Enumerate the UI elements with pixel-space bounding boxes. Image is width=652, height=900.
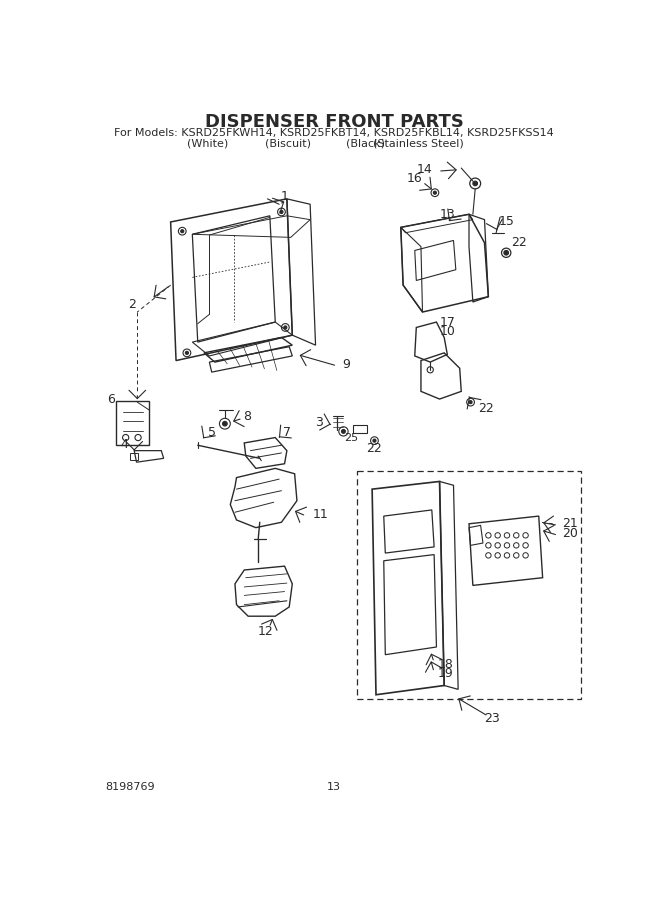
Circle shape: [280, 211, 283, 213]
Text: 12: 12: [258, 626, 274, 638]
Text: 16: 16: [407, 172, 422, 185]
Text: DISPENSER FRONT PARTS: DISPENSER FRONT PARTS: [205, 112, 464, 130]
Text: 10: 10: [439, 325, 455, 338]
Text: (Black): (Black): [346, 139, 385, 148]
Text: 21: 21: [562, 518, 578, 530]
Text: 13: 13: [439, 208, 455, 220]
Circle shape: [284, 326, 287, 329]
Text: 17: 17: [439, 316, 455, 328]
Text: 1: 1: [280, 190, 288, 203]
Text: 5: 5: [208, 427, 216, 439]
Text: 8: 8: [243, 410, 252, 423]
Circle shape: [504, 250, 509, 255]
Text: 11: 11: [312, 508, 328, 521]
Text: For Models: KSRD25FKWH14, KSRD25FKBT14, KSRD25FKBL14, KSRD25FKSS14: For Models: KSRD25FKWH14, KSRD25FKBT14, …: [114, 129, 554, 139]
Text: 9: 9: [343, 358, 351, 371]
Circle shape: [222, 421, 227, 426]
Text: 3: 3: [316, 416, 323, 428]
Text: 7: 7: [283, 427, 291, 439]
Circle shape: [373, 439, 376, 442]
Circle shape: [469, 400, 472, 404]
Text: 20: 20: [562, 527, 578, 540]
Text: 18: 18: [438, 658, 454, 671]
Text: (Stainless Steel): (Stainless Steel): [373, 139, 464, 148]
Text: 14: 14: [417, 163, 432, 176]
Text: (Biscuit): (Biscuit): [265, 139, 312, 148]
Text: 2: 2: [128, 298, 136, 310]
Text: (White): (White): [187, 139, 228, 148]
Text: 4: 4: [120, 438, 128, 451]
Text: 13: 13: [327, 782, 341, 792]
Text: 19: 19: [438, 668, 454, 680]
Text: 22: 22: [512, 236, 527, 249]
Circle shape: [473, 181, 477, 185]
Text: 22: 22: [479, 401, 494, 415]
Text: 15: 15: [498, 215, 514, 229]
Text: 25: 25: [344, 433, 358, 443]
Text: 22: 22: [366, 442, 382, 454]
Text: 8198769: 8198769: [105, 782, 155, 792]
Text: 6: 6: [107, 392, 115, 406]
Circle shape: [342, 429, 346, 433]
Circle shape: [185, 351, 188, 355]
Circle shape: [181, 230, 184, 233]
Text: 23: 23: [484, 712, 500, 725]
Circle shape: [434, 191, 436, 194]
Bar: [357, 472, 582, 698]
